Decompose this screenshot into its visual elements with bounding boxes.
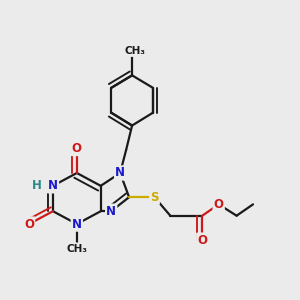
Text: N: N xyxy=(72,218,82,231)
Text: CH₃: CH₃ xyxy=(66,244,87,254)
Text: O: O xyxy=(24,218,34,231)
Text: O: O xyxy=(72,142,82,155)
Text: H: H xyxy=(32,179,41,192)
Text: S: S xyxy=(150,191,159,204)
Text: N: N xyxy=(48,179,58,192)
Text: CH₃: CH₃ xyxy=(124,46,146,56)
Text: O: O xyxy=(197,234,207,247)
Text: N: N xyxy=(106,205,116,218)
Text: N: N xyxy=(115,167,125,179)
Text: O: O xyxy=(214,198,224,211)
